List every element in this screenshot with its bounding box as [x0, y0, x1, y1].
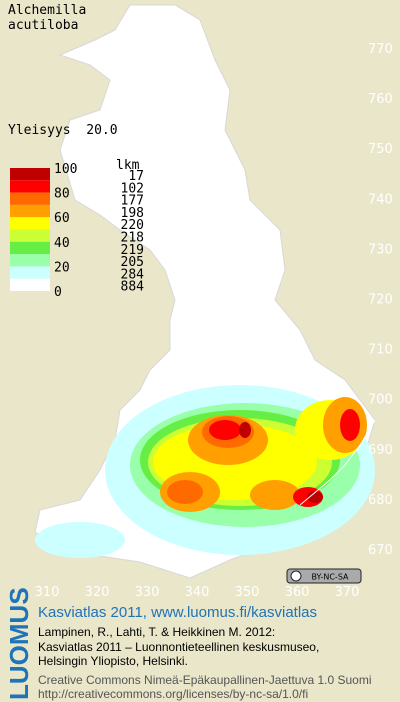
legend-count: 884: [121, 280, 145, 295]
legend-swatch: [10, 266, 50, 279]
easting-label: 350: [235, 585, 260, 600]
heat-zone: [239, 422, 251, 438]
northing-label: 750: [368, 142, 393, 157]
northing-label: 720: [368, 293, 393, 308]
legend-swatch: [10, 180, 50, 193]
legend-level: 40: [54, 236, 70, 251]
legend-swatch: [10, 217, 50, 230]
legend-count: 219: [121, 243, 144, 258]
heat-zone: [35, 522, 125, 558]
legend-swatch: [10, 254, 50, 267]
northing-label: 670: [368, 543, 393, 558]
northing-label: 740: [368, 192, 393, 207]
heat-zone: [307, 491, 323, 503]
northing-label: 760: [368, 92, 393, 107]
legend-level: 100: [54, 162, 77, 177]
legend-count: 177: [121, 194, 144, 209]
license: http://creativecommons.org/licenses/by-n…: [38, 687, 308, 701]
northing-label: 710: [368, 343, 393, 358]
northing-label: 700: [368, 393, 393, 408]
species-name: Alchemilla: [8, 3, 86, 18]
easting-label: 330: [135, 585, 160, 600]
easting-label: 340: [185, 585, 210, 600]
legend-count: 198: [121, 206, 144, 221]
heat-zone: [250, 480, 300, 510]
legend: 100 80 60 40 20 0 1710217719822021821920528488…: [10, 162, 144, 300]
link[interactable]: Kasviatlas 2011, www.luomus.fi/kasviatla…: [38, 604, 317, 621]
legend-swatch: [10, 278, 50, 291]
brand: LUOMUS: [4, 587, 34, 700]
heat-zone: [209, 420, 241, 440]
legend-count: 102: [121, 181, 144, 196]
legend-count: 218: [121, 231, 144, 246]
northing-label: 680: [368, 493, 393, 508]
easting-label: 360: [285, 585, 310, 600]
occurrence-heat: [35, 385, 375, 558]
axes: 770 760 750 740 730 720 710 700 690 680 670 310 320 3…: [35, 42, 393, 600]
northing-label: 770: [368, 42, 393, 57]
legend-level: 80: [54, 187, 70, 202]
legend-count: 284: [121, 267, 145, 282]
easting-label: 310: [35, 585, 60, 600]
map: [34, 4, 376, 579]
legend-swatch: [10, 192, 50, 205]
badge-box: [286, 568, 362, 584]
legend-count: 17: [128, 169, 144, 184]
citation: Lampinen, R., Lahti, T. & Heikkinen M. 2…: [38, 625, 275, 639]
border-line: [299, 419, 376, 506]
legend-swatch: [10, 241, 50, 255]
legend-level: 0: [54, 285, 62, 300]
legend-count-header: lkm: [116, 158, 140, 173]
easting-label: 370: [335, 585, 360, 600]
legend-count: 220: [121, 218, 144, 233]
northing-label: 690: [368, 443, 393, 458]
legend-swatch: [10, 204, 50, 218]
easting-label: 320: [85, 585, 110, 600]
frequency-label: Yleisyys 20.0: [8, 123, 118, 138]
license-badge: BY-NC-SA: [286, 568, 362, 584]
legend-level: 60: [54, 211, 70, 226]
license: Creative Commons Nimeä-Epäkaupallinen-Ja…: [38, 673, 372, 687]
heat-zone: [167, 480, 203, 504]
legend-swatch: [10, 168, 50, 181]
legend-count: 205: [121, 255, 144, 270]
badge-icon: [290, 570, 302, 582]
northing-label: 730: [368, 242, 393, 257]
citation: Helsingin Yliopisto, Helsinki.: [38, 654, 188, 668]
citation: Kasviatlas 2011 – Luonnontieteellinen ke…: [38, 640, 319, 654]
badge-text: BY-NC-SA: [311, 573, 349, 582]
legend-swatch: [10, 229, 50, 242]
species-name: acutiloba: [8, 18, 78, 33]
heat-zone: [340, 409, 360, 441]
legend-level: 20: [54, 260, 70, 275]
